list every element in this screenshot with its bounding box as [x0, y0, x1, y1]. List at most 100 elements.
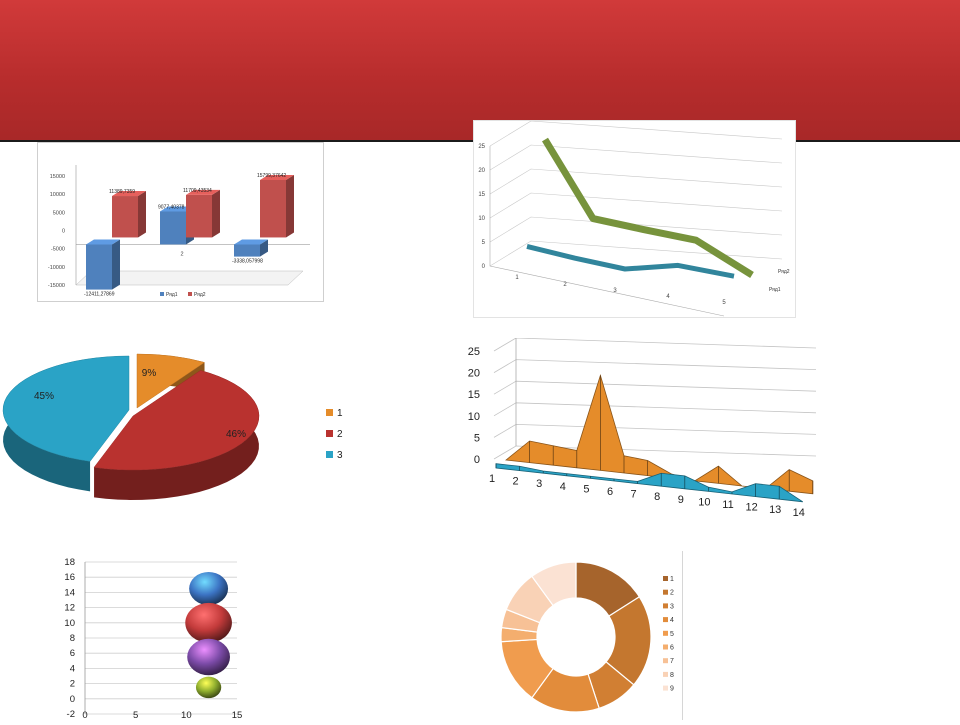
legend-label: Ряд1 [166, 292, 178, 298]
y-tick-label: 15000 [50, 174, 65, 180]
y-tick-label: 18 [64, 557, 75, 568]
gridline [493, 359, 817, 373]
y-tick-label: 6 [70, 648, 75, 659]
bar-side [260, 239, 268, 257]
x-tick-label: 5 [133, 710, 138, 720]
column-bar [112, 191, 146, 238]
x-tick-label: 14 [793, 507, 805, 519]
legend-swatch [663, 576, 668, 581]
x-tick-label: 13 [769, 504, 781, 516]
x-tick-label: 2 [180, 251, 183, 257]
bubble [189, 572, 229, 606]
x-tick-label: 3 [536, 478, 542, 490]
legend-label: 2 [670, 590, 674, 597]
data-label: -3338,057998 [232, 259, 263, 265]
x-tick-label: 15 [232, 710, 243, 720]
x-tick-label: 0 [82, 710, 87, 720]
legend: Ряд1 Ряд2 [160, 292, 206, 298]
y-tick-label: 0 [70, 694, 75, 705]
bar-front [186, 194, 212, 238]
y-tick-label: 10000 [50, 192, 65, 198]
legend-swatch [663, 685, 668, 691]
y-tick-label: 0 [482, 264, 486, 270]
legend-label: 7 [670, 658, 674, 665]
x-tick-label: 11 [722, 499, 733, 511]
column-chart-panel: 150001000050000-5000-10000-15000123-1241… [37, 142, 324, 302]
gridline [493, 423, 817, 438]
data-label: -12411,27869 [84, 292, 115, 298]
bubble-chart-panel: -2 0 2 4 6 8 10 12 14 16 18 0 5 10 15 [55, 552, 255, 721]
column-bar [186, 189, 220, 238]
legend: 1 2 3 4 5 6 7 8 9 [663, 576, 674, 693]
legend-label: 9 [670, 686, 674, 693]
bar-top [186, 189, 220, 195]
legend-label: 1 [337, 408, 343, 419]
y-tick-label: 16 [64, 572, 75, 583]
column-bar [86, 239, 120, 290]
gridline [493, 380, 817, 395]
y-tick-label: 14 [64, 587, 75, 598]
gridline [489, 216, 783, 243]
x-tick-label: 5 [583, 483, 589, 495]
y-tick-label: -10000 [48, 265, 65, 271]
bar-top [112, 191, 146, 197]
gridline [493, 402, 817, 417]
line-chart-panel: 0 5 10 15 20 25 1 2 3 4 5 Ряд2 Ряд1 [473, 120, 796, 318]
gridline [489, 168, 783, 195]
pie-slice [2, 355, 130, 462]
legend-label: 1 [670, 576, 674, 583]
legend-label: 3 [670, 603, 674, 610]
y-tick-label: 5 [482, 240, 486, 246]
legend-label: 5 [670, 631, 674, 638]
x-tick-label: 2 [513, 476, 519, 488]
data-label: 15799,37642 [257, 173, 286, 179]
gridline [489, 192, 783, 219]
data-label: 9077,40378 [158, 204, 185, 210]
x-tick-label: 7 [631, 489, 637, 501]
gridline [489, 120, 783, 147]
pie-value-label: 46% [226, 429, 246, 440]
y-tick-label: 12 [64, 603, 75, 614]
x-tick-label: 4 [666, 294, 670, 300]
y-tick-label: 25 [468, 346, 480, 358]
legend-label: Ряд2 [778, 269, 790, 275]
y-tick-label: 10 [478, 216, 485, 222]
legend: 1 2 3 [326, 408, 343, 461]
pie-value-label: 9% [142, 368, 157, 379]
line-chart: 0 5 10 15 20 25 1 2 3 4 5 Ряд2 Ряд1 [478, 120, 790, 317]
legend-swatch [663, 603, 668, 609]
area-series-front [495, 463, 804, 503]
x-tick-label: 12 [745, 502, 757, 514]
data-label: 11389,7359 [109, 189, 135, 195]
pie-chart-panel: 9% 46% 45% 1 2 3 [0, 348, 380, 508]
series-line [526, 243, 735, 279]
y-tick-label: 20 [468, 368, 480, 380]
x-tick-label: 10 [181, 710, 192, 720]
doughnut-segment [531, 561, 577, 607]
bubble [185, 602, 232, 643]
doughnut-chart: 1 2 3 4 5 6 7 8 9 [500, 561, 674, 713]
x-tick-label: 1 [515, 275, 519, 281]
x-tick-label: 10 [698, 496, 710, 508]
bubble [187, 638, 230, 676]
bar-front [86, 244, 112, 290]
x-tick-label: 3 [613, 288, 617, 294]
y-tick-label: 5 [474, 432, 480, 444]
x-tick-label: 2 [563, 282, 567, 288]
bar-side [286, 175, 294, 238]
legend-label: Ряд2 [194, 292, 206, 298]
x-tick-label: 5 [722, 300, 726, 306]
gridline [489, 144, 783, 171]
legend-label: 2 [337, 429, 343, 440]
y-tick-label: 25 [478, 144, 485, 150]
bar-top [160, 206, 194, 212]
bar-front [160, 211, 186, 245]
legend-label: 3 [337, 450, 343, 461]
legend-swatch [663, 589, 668, 595]
y-tick-label: 5000 [53, 210, 65, 216]
y-tick-label: 10 [468, 411, 480, 423]
y-tick-label: 0 [474, 454, 480, 466]
y-tick-label: 15 [478, 192, 485, 198]
y-tick-label: -2 [67, 709, 75, 720]
legend-swatch [160, 292, 164, 296]
